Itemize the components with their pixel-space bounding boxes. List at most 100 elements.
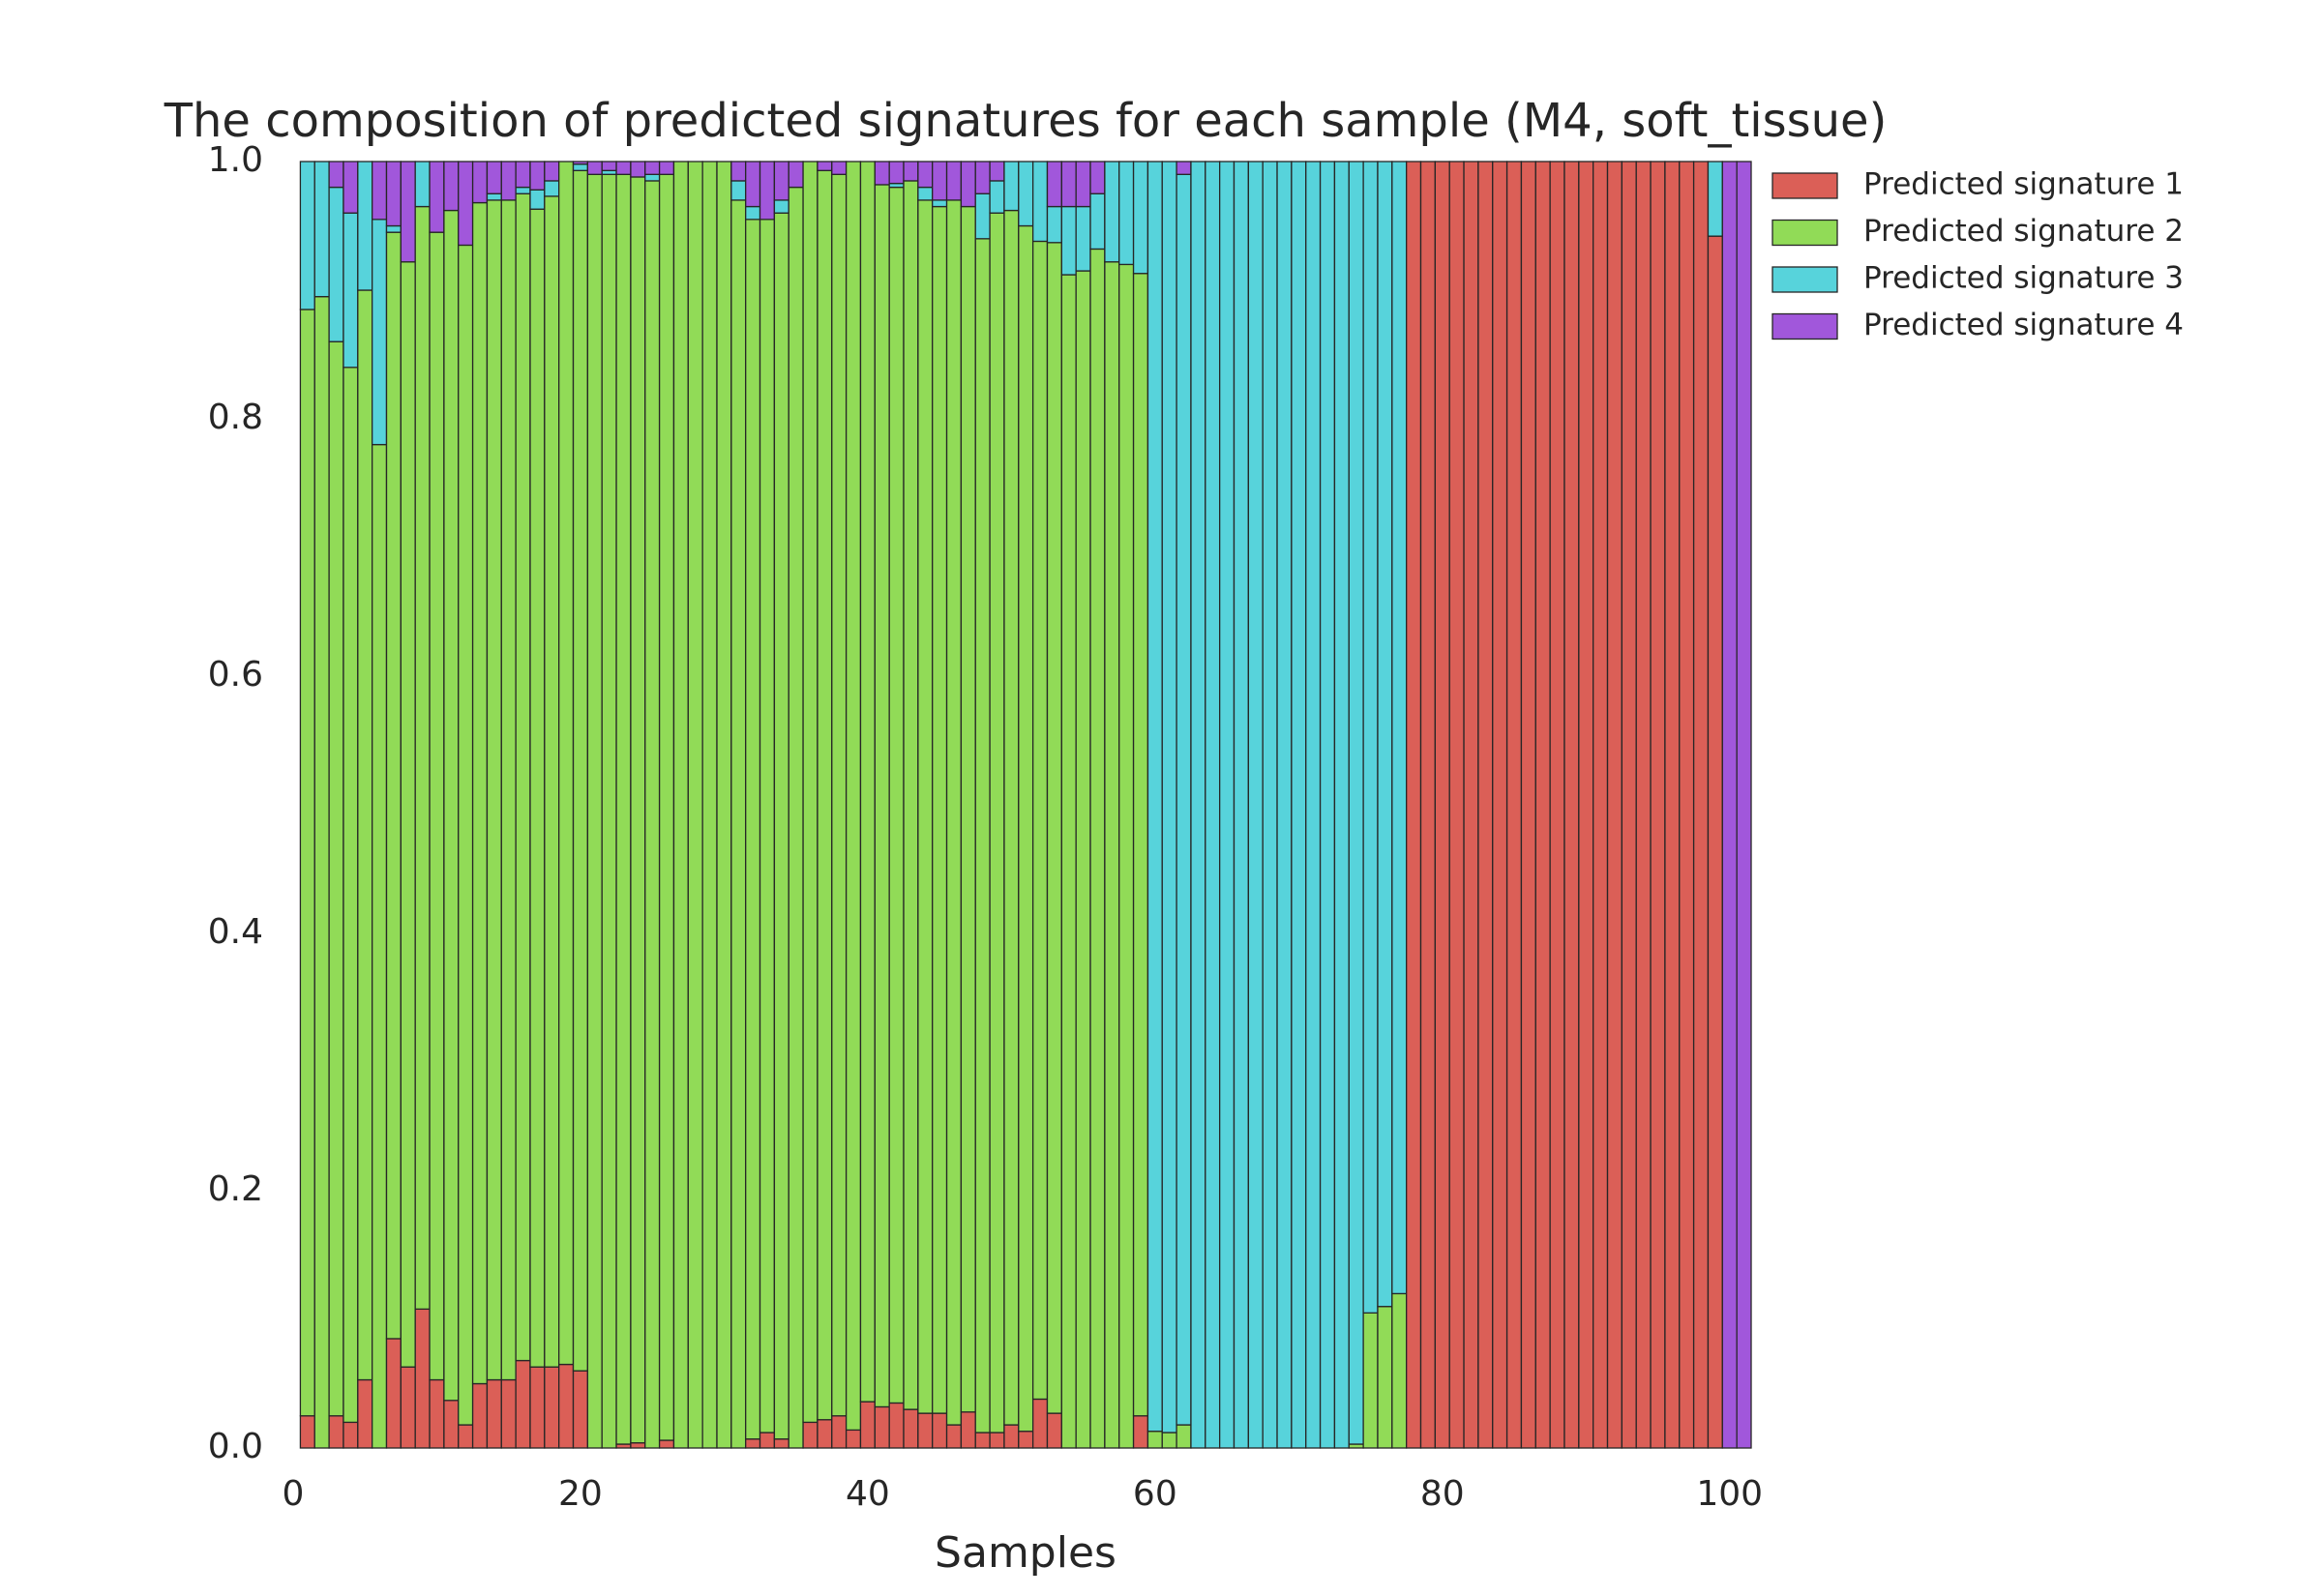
bar-segment (372, 219, 388, 446)
bar-segment (1089, 161, 1106, 194)
bar-segment (672, 161, 689, 1449)
y-tick-label: 1.0 (208, 140, 263, 180)
bar-segment (831, 161, 848, 175)
bar-segment (1262, 161, 1278, 1449)
bar-segment (342, 212, 359, 369)
bar-segment (1190, 161, 1206, 1449)
bar-segment (1118, 161, 1135, 266)
bar-segment (500, 1378, 517, 1449)
bar-segment (586, 173, 603, 1449)
bar-segment (544, 195, 560, 1368)
bar-segment (859, 161, 876, 1403)
bar-segment (888, 1402, 905, 1449)
bar-segment (1679, 161, 1695, 1449)
bar-segment (313, 161, 330, 298)
legend-label: Predicted signature 4 (1863, 308, 2184, 342)
bar-segment (745, 1438, 761, 1449)
bar-segment (974, 161, 991, 194)
bar-segment (1563, 161, 1580, 1449)
bar-segment (960, 161, 976, 208)
bar-segment (1031, 161, 1049, 243)
bar-segment (1291, 161, 1307, 1449)
bar-segment (1664, 161, 1681, 1449)
bar-segment (802, 161, 819, 1424)
bar-segment (1046, 205, 1062, 244)
bar-segment (1377, 1306, 1393, 1449)
bar-segment (759, 161, 776, 221)
y-tick-label: 0.8 (208, 398, 263, 437)
bar-segment (357, 161, 373, 291)
bar-segment (1477, 161, 1494, 1449)
bar-segment (1362, 1312, 1379, 1449)
bar-segment (1578, 161, 1594, 1449)
bar-segment (874, 161, 890, 186)
bar-segment (788, 161, 804, 189)
bar-segment (544, 1366, 560, 1449)
bar-segment (1736, 161, 1752, 1449)
bar-segment (429, 161, 445, 233)
bar-segment (400, 261, 416, 1368)
bar-segment (630, 1442, 646, 1449)
legend-swatch (1771, 219, 1838, 247)
bar-segment (917, 186, 934, 201)
bar-segment (515, 161, 531, 189)
legend-label: Predicted signature 3 (1863, 261, 2184, 296)
bar-segment (515, 192, 531, 1362)
bar-segment (486, 1378, 502, 1449)
bar-segment (788, 186, 804, 1449)
bar-segment (1391, 161, 1408, 1295)
bar-segment (486, 192, 502, 201)
bar-segment (1075, 205, 1091, 272)
bar-segment (759, 219, 776, 1433)
bar-segment (773, 161, 789, 201)
bar-segment (1146, 161, 1163, 1433)
bar-segment (932, 199, 948, 208)
bar-segment (859, 1401, 876, 1449)
bar-segment (1305, 161, 1322, 1449)
bar-segment (730, 161, 747, 182)
bar-segment (1448, 161, 1465, 1449)
x-tick-label: 100 (1696, 1474, 1763, 1514)
bar-segment (486, 161, 502, 194)
chart-title: The composition of predicted signatures … (164, 94, 1888, 148)
bar-segment (1075, 161, 1091, 208)
bar-segment (773, 199, 789, 214)
x-tick-label: 80 (1420, 1474, 1465, 1514)
bar-segment (1362, 161, 1379, 1314)
bar-segment (917, 1412, 934, 1449)
y-tick-label: 0.2 (208, 1169, 263, 1209)
bar-segment (1060, 274, 1077, 1449)
bar-segment (989, 1432, 1005, 1449)
bar-segment (1031, 1398, 1049, 1449)
bar-segment (845, 1429, 862, 1449)
bar-segment (357, 289, 373, 1381)
bar-segment (414, 205, 431, 1311)
bar-segment (328, 340, 344, 1417)
bar-segment (601, 161, 617, 171)
legend-label: Predicted signature 1 (1863, 167, 2184, 202)
bar-segment (917, 161, 934, 189)
bar-segment (400, 161, 416, 263)
bar-segment (414, 1308, 431, 1449)
bar-segment (572, 163, 589, 171)
bar-segment (1118, 263, 1135, 1449)
bar-segment (385, 1338, 402, 1449)
bar-segment (1176, 173, 1192, 1426)
bar-segment (716, 161, 732, 1449)
bar-segment (932, 161, 948, 201)
bar-segment (917, 199, 934, 1414)
x-axis-label: Samples (935, 1528, 1116, 1578)
bar-segment (773, 212, 789, 1440)
bar-segment (1161, 1432, 1177, 1449)
bar-segment (989, 180, 1005, 214)
bar-segment (1635, 161, 1652, 1449)
bar-segment (328, 1415, 344, 1449)
bar-segment (1650, 161, 1666, 1449)
bar-segment (443, 209, 460, 1402)
bar-segment (1060, 161, 1077, 208)
bar-segment (1406, 161, 1422, 1449)
bar-segment (630, 176, 646, 1444)
bar-segment (874, 184, 890, 1408)
bar-segment (932, 1412, 948, 1449)
